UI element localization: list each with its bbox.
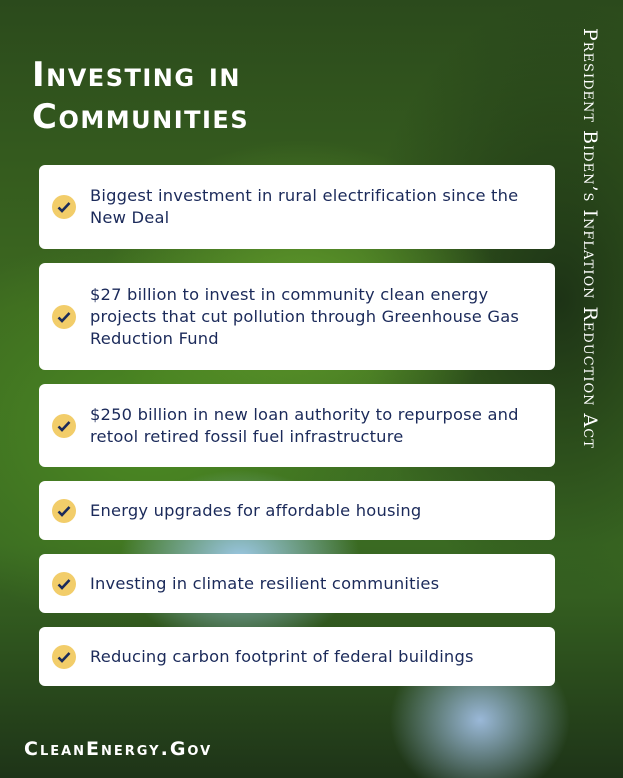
item-text: $27 billion to invest in community clean… (90, 284, 520, 348)
list-item: Investing in climate resilient communiti… (39, 554, 555, 613)
side-caption: President Biden’s Inflation Reduction Ac… (579, 28, 601, 449)
list-item: Reducing carbon footprint of federal bui… (39, 627, 555, 686)
list-item: Biggest investment in rural electrificat… (39, 165, 555, 249)
list-item: Energy upgrades for affordable housing (39, 481, 555, 540)
checkmark-icon (52, 571, 76, 596)
title-line-1: Investing in (32, 55, 241, 95)
item-text: Reducing carbon footprint of federal bui… (90, 646, 474, 666)
title-line-2: Communities (32, 97, 250, 137)
item-text: $250 billion in new loan authority to re… (90, 404, 519, 446)
item-text: Biggest investment in rural electrificat… (90, 186, 519, 227)
checkmark-icon (52, 644, 76, 669)
checkmark-icon (52, 304, 76, 329)
item-text: Energy upgrades for affordable housing (90, 500, 422, 520)
item-text: Investing in climate resilient communiti… (90, 573, 440, 593)
checkmark-icon (52, 195, 76, 219)
list-item: $27 billion to invest in community clean… (39, 263, 555, 370)
page-title: Investing in Communities (32, 54, 249, 138)
checkmark-icon (52, 498, 76, 523)
list-item: $250 billion in new loan authority to re… (39, 384, 555, 467)
footer-website: CleanEnergy.Gov (24, 738, 213, 760)
checkmark-icon (52, 413, 76, 438)
